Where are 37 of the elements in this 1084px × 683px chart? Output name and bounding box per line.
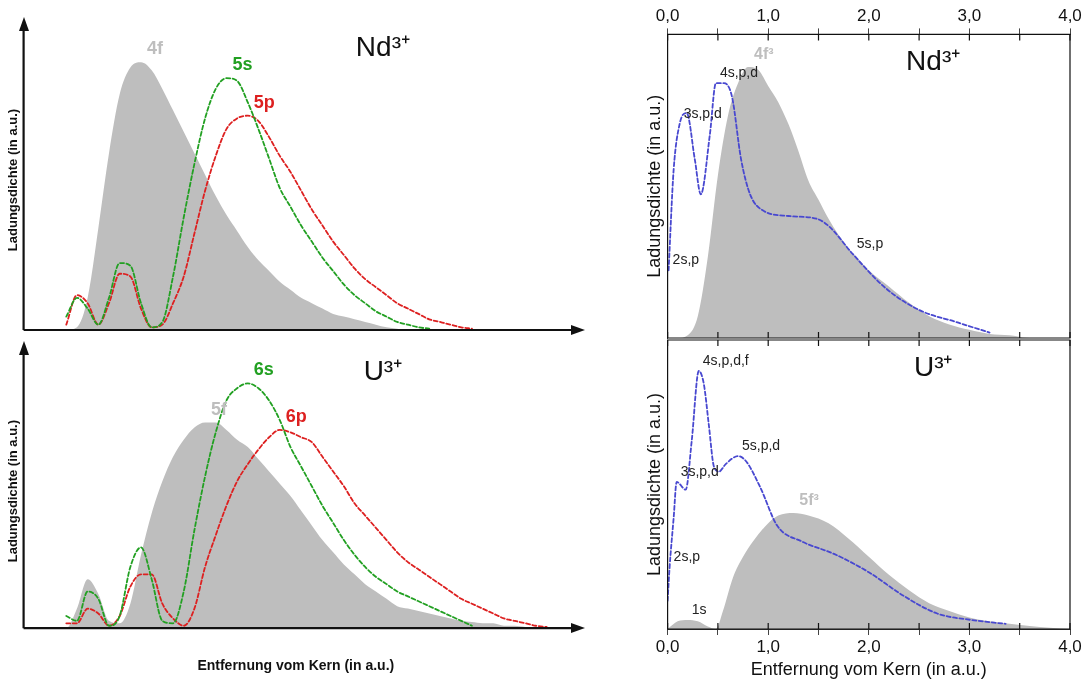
x-tick-label: 2,0 (856, 636, 881, 656)
y-axis-title: Ladungsdichte (in a.u.) (643, 392, 664, 577)
annotation: 4s,p,d (719, 64, 759, 81)
y-axis-title: Ladungsdichte (in a.u.) (5, 419, 21, 563)
y-axis-title: Ladungsdichte (in a.u.) (5, 108, 21, 252)
annotation: 5s,p,d (742, 436, 781, 453)
chart-title: Nd³⁺ (355, 30, 410, 62)
x-axis-title: Entfernung vom Kern (in a.u.) (750, 659, 987, 680)
x-tick-label: 2,0 (856, 5, 881, 25)
annotation: 2s,p (673, 547, 701, 564)
x-tick-label: 1,0 (756, 5, 781, 25)
y-axis-title: Ladungsdichte (in a.u.) (643, 94, 664, 278)
series-label: 5p (253, 91, 275, 112)
x-tick-label: 0,0 (655, 636, 680, 656)
annotation: 2s,p (672, 251, 700, 268)
annotation: 3s,p,d (683, 104, 722, 121)
annotation: 5s,p (856, 234, 884, 251)
chart-title: Nd³⁺ (906, 45, 961, 77)
annotation: 3s,p,d (680, 462, 719, 479)
x-tick-label: 0,0 (655, 5, 680, 25)
annotation: 1s (691, 600, 707, 617)
series-label: 6s (253, 359, 274, 380)
x-tick-label: 3,0 (957, 636, 982, 656)
series-label: 4f (147, 38, 165, 59)
x-tick-label: 4,0 (1058, 636, 1082, 656)
x-axis-title: Entfernung vom Kern (in a.u.) (197, 657, 395, 674)
x-tick-label: 1,0 (756, 636, 781, 656)
chart-title: U³⁺ (363, 354, 403, 386)
series-label: 5s (232, 54, 253, 75)
x-tick-label: 4,0 (1058, 5, 1082, 25)
x-tick-label: 3,0 (957, 5, 982, 25)
series-label: 5f (211, 398, 229, 419)
series-label: 4f³ (754, 45, 774, 63)
series-label: 5f³ (799, 491, 819, 509)
annotation: 4s,p,d,f (702, 351, 749, 368)
series-label: 6p (285, 405, 307, 426)
chart-title: U³⁺ (913, 350, 953, 382)
